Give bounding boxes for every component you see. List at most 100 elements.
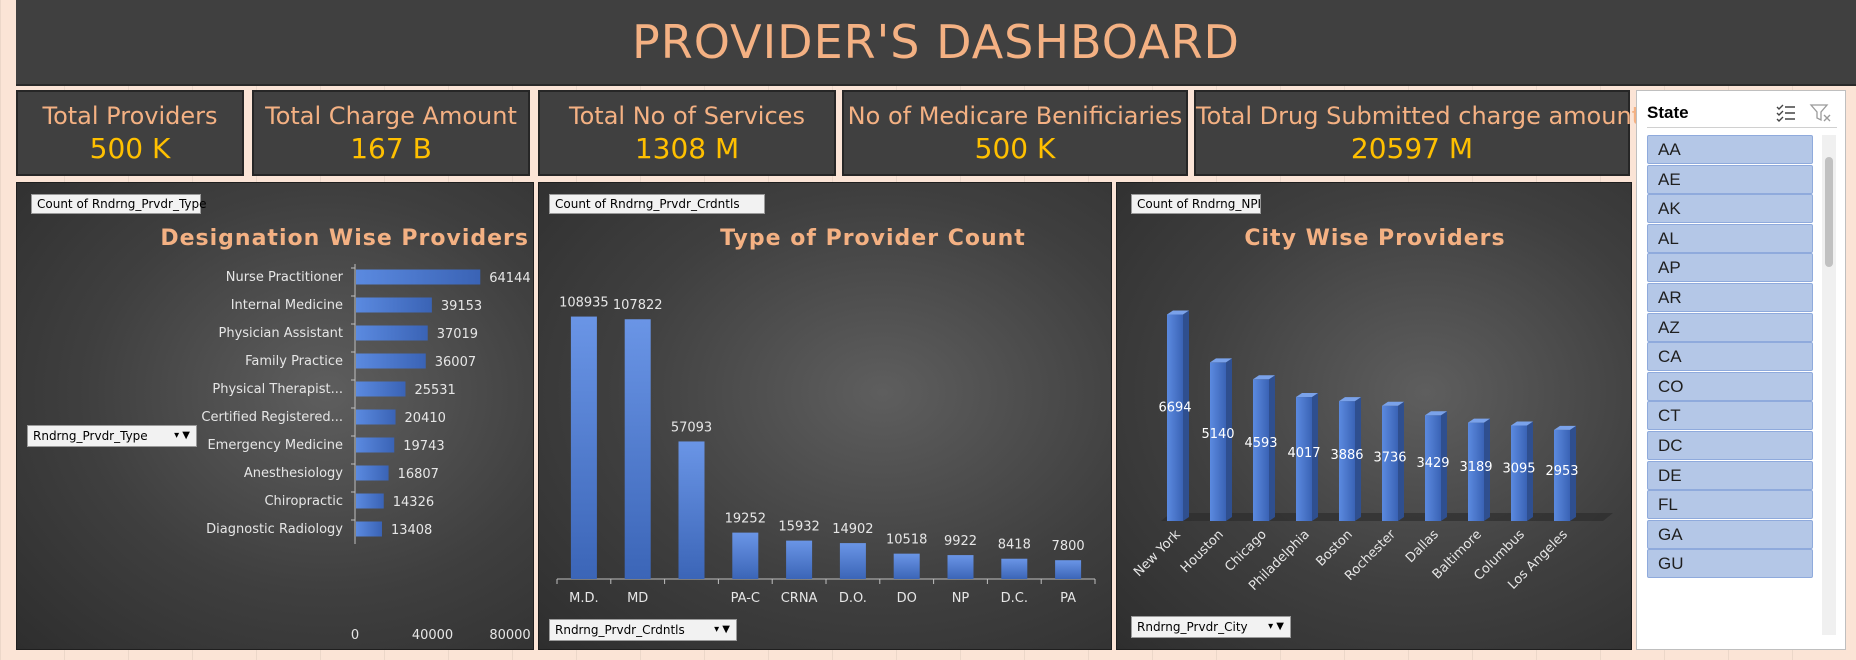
data-label: 108935 (559, 296, 609, 311)
designation-chart: Designation Wise Providers Nurse Practiti… (160, 226, 530, 643)
kpi-label: Total Drug Submitted charge amount (1196, 102, 1642, 130)
bar (1339, 401, 1355, 521)
slicer-item-ar[interactable]: AR (1647, 283, 1813, 312)
data-label: 107822 (613, 298, 663, 313)
kpi-value: 20597 M (1350, 132, 1474, 165)
kpi-value: 1308 M (634, 132, 740, 165)
bar (356, 409, 396, 425)
slicer-item-ak[interactable]: AK (1647, 194, 1813, 224)
bar (356, 353, 426, 369)
designation-chart-panel: Count of Rndrng_Prvdr_Type Rndrng_Prvdr_… (16, 182, 534, 650)
data-label: 25531 (414, 383, 455, 398)
slicer-item-dc[interactable]: DC (1647, 431, 1813, 460)
slicer-item-gu[interactable]: GU (1647, 549, 1813, 579)
value-field-button[interactable]: Count of Rndrng_Prvdr_Crdntls (549, 194, 765, 214)
data-label: 5140 (1201, 427, 1234, 442)
clear-filter-icon[interactable] (1809, 103, 1833, 123)
data-label: 4017 (1287, 446, 1320, 461)
category-label: D.C. (1001, 591, 1028, 606)
bar (356, 465, 389, 481)
bar (1210, 362, 1226, 521)
slicer-item-de[interactable]: DE (1647, 460, 1813, 490)
category-label: Diagnostic Radiology (206, 522, 343, 537)
chart-title: Type of Provider Count (720, 226, 1026, 251)
kpi-value: 500 K (89, 132, 171, 165)
slicer-item-ga[interactable]: GA (1647, 519, 1813, 549)
slicer-item-ca[interactable]: CA (1647, 342, 1813, 372)
kpi-card-total-charge: Total Charge Amount 167 B (252, 90, 530, 176)
type-count-chart-panel: Count of Rndrng_Prvdr_Crdntls Rndrng_Prv… (538, 182, 1112, 650)
x-tick-label: 40000 (412, 628, 453, 643)
data-label: 3886 (1330, 448, 1363, 463)
axis-field-button[interactable]: Rndrng_Prvdr_Type ▾ ▼ (27, 425, 197, 447)
axis-field-button[interactable]: Rndrng_Prvdr_City ▾ ▼ (1131, 616, 1291, 638)
slicer-item-co[interactable]: CO (1647, 371, 1813, 401)
type-count-chart: Type of Provider Count 108935 M.D. 107822 MD… (556, 226, 1096, 606)
value-field-button[interactable]: Count of Rndrng_Prvdr_Type (31, 194, 207, 214)
bar-side (1570, 425, 1576, 521)
value-field-button[interactable]: Count of Rndrng_NPI (1131, 194, 1261, 214)
category-label: Anesthesiology (244, 466, 343, 481)
slicer-item-al[interactable]: AL (1647, 223, 1813, 253)
data-label: 3095 (1502, 461, 1535, 476)
kpi-label: No of Medicare Benificiaries (847, 102, 1183, 130)
category-label: M.D. (569, 591, 599, 606)
bar (1253, 379, 1269, 521)
data-label: 8418 (998, 538, 1031, 553)
city-chart-panel: Count of Rndrng_NPI Rndrng_Prvdr_City ▾ … (1116, 182, 1632, 650)
bar-top (1468, 418, 1490, 423)
slicer-scrollbar-thumb[interactable] (1825, 157, 1833, 267)
bar (839, 543, 866, 579)
kpi-card-total-providers: Total Providers 500 K (16, 90, 244, 176)
bar (947, 555, 974, 579)
slicer-item-ap[interactable]: AP (1647, 253, 1813, 283)
data-label: 36007 (435, 355, 476, 370)
filter-dropdown-icon: ▾ ▼ (1268, 621, 1284, 632)
bar-side (1398, 401, 1404, 521)
data-label: 14902 (832, 522, 873, 537)
axis-field-label: Rndrng_Prvdr_Type (33, 429, 148, 443)
bar (570, 316, 597, 579)
kpi-card-drug-charge: Total Drug Submitted charge amount 20597… (1194, 90, 1642, 176)
slicer-item-az[interactable]: AZ (1647, 312, 1813, 342)
bar-top (1554, 425, 1576, 430)
bar-top (1167, 310, 1189, 315)
filter-dropdown-icon: ▾ ▼ (714, 624, 730, 635)
dashboard-title-bar: PROVIDER'S DASHBOARD (16, 0, 1856, 86)
bar (1055, 560, 1082, 579)
slicer-item-ct[interactable]: CT (1647, 401, 1813, 431)
multi-select-icon[interactable] (1775, 103, 1797, 123)
category-label: Certified Registered... (201, 410, 343, 425)
bar (1001, 558, 1028, 579)
category-label: CRNA (781, 591, 818, 606)
data-label: 7800 (1052, 539, 1085, 554)
category-label: MD (627, 591, 648, 606)
axis-field-button[interactable]: Rndrng_Prvdr_Crdntls ▾ ▼ (549, 619, 737, 641)
kpi-label: Total No of Services (569, 102, 805, 130)
data-label: 19743 (403, 439, 444, 454)
data-label: 9922 (944, 534, 977, 549)
category-label: NP (952, 591, 970, 606)
bar (356, 297, 432, 313)
bar (624, 319, 651, 579)
kpi-value: 167 B (350, 132, 432, 165)
data-label: 15932 (778, 520, 819, 535)
slicer-title: State (1647, 103, 1689, 122)
slicer-item-aa[interactable]: AA (1647, 135, 1813, 164)
bar (356, 325, 428, 341)
kpi-card-total-services: Total No of Services 1308 M (538, 90, 836, 176)
category-label: Nurse Practitioner (226, 270, 344, 285)
bar (1468, 422, 1484, 521)
kpi-label: Total Charge Amount (265, 102, 517, 130)
bar-top (1339, 397, 1361, 402)
bar-top (1382, 401, 1404, 406)
data-label: 10518 (886, 533, 927, 548)
category-label: Physician Assistant (219, 326, 343, 341)
slicer-item-ae[interactable]: AE (1647, 164, 1813, 194)
bar-side (1226, 358, 1232, 521)
slicer-item-fl[interactable]: FL (1647, 490, 1813, 520)
bar (356, 381, 406, 397)
bar (893, 553, 920, 579)
bar (1382, 405, 1398, 521)
category-label: Houston (1178, 527, 1227, 576)
